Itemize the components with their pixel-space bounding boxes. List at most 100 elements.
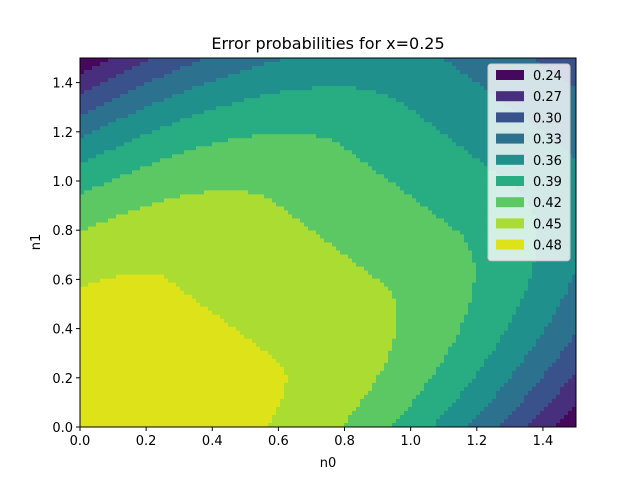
contour-cell [120,102,125,107]
contour-cell [100,186,105,191]
contour-cell [344,86,349,91]
contour-cell [144,86,149,91]
contour-cell [304,214,309,220]
contour-cell [88,118,93,123]
contour-cell [296,166,301,171]
contour-cell [120,66,125,71]
contour-cell [124,126,129,131]
contour-cell [296,186,301,191]
contour-cell [572,182,576,187]
contour-cell [360,74,365,79]
contour-cell [176,122,181,127]
contour-cell [152,78,157,83]
contour-cell [332,194,337,199]
contour-cell [380,186,385,191]
contour-cell [340,134,345,139]
contour-cell [360,90,365,95]
contour-cell [176,182,181,187]
contour-cell [480,94,485,99]
contour-cell [392,138,397,143]
contour-cell [224,190,229,195]
contour-cell [352,154,357,159]
contour-cell [408,210,413,216]
contour-cell [412,206,417,212]
contour-cell [452,118,457,123]
contour-cell [448,158,453,163]
contour-cell [376,142,381,147]
contour-cell [136,66,141,71]
contour-cell [404,150,409,155]
contour-cell [356,90,361,95]
contour-cell [92,70,97,75]
contour-cell [184,98,189,103]
contour-cell [364,186,369,191]
contour-cell [188,158,193,163]
contour-cell [264,154,269,159]
contour-cell [340,70,345,75]
contour-cell [232,106,237,111]
contour-cell [400,146,405,151]
contour-cell [364,198,369,203]
contour-cell [476,210,481,216]
contour-cell [268,166,273,171]
contour-cell [96,170,101,175]
contour-cell [456,78,461,83]
contour-cell [408,78,413,83]
contour-cell [396,110,401,115]
contour-cell [452,142,457,147]
contour-cell [196,202,201,207]
contour-cell [172,118,177,123]
contour-cell [408,154,413,159]
contour-cell [248,114,253,119]
contour-cell [268,90,273,95]
contour-cell [388,86,393,91]
contour-cell [268,98,273,103]
contour-cell [128,66,133,71]
contour-cell [448,186,453,191]
contour-cell [468,102,473,107]
contour-cell [468,170,473,175]
contour-cell [144,174,149,179]
contour-cell [204,166,209,171]
contour-cell [184,178,189,183]
contour-cell [372,62,377,67]
contour-cell [392,186,397,191]
contour-cell [420,130,425,135]
contour-cell [236,98,241,103]
contour-cell [356,86,361,91]
contour-cell [292,174,297,179]
contour-cell [396,74,401,79]
contour-cell [416,186,421,191]
contour-cell [148,82,153,87]
contour-cell [408,126,413,131]
contour-cell [444,214,449,220]
contour-cell [340,170,345,175]
contour-cell [280,174,285,179]
contour-cell [256,122,261,127]
contour-cell [120,170,125,175]
contour-cell [92,122,97,127]
contour-cell [484,66,489,71]
contour-cell [208,206,213,212]
contour-cell [196,66,201,71]
contour-cell [440,202,445,207]
contour-cell [240,118,245,123]
contour-cell [396,106,401,111]
contour-cell [372,170,377,175]
contour-cell [340,194,345,199]
contour-cell [460,138,465,143]
contour-cell [96,178,101,183]
contour-cell [480,78,485,83]
contour-cell [316,118,321,123]
contour-cell [464,98,469,103]
contour-cell [232,90,237,95]
contour-cell [236,66,241,71]
contour-cell [80,106,85,111]
contour-cell [284,142,289,147]
contour-cell [180,62,185,67]
contour-cell [184,110,189,115]
contour-cell [396,214,401,220]
contour-cell [188,58,193,63]
contour-cell [476,58,481,63]
contour-cell [428,58,433,63]
